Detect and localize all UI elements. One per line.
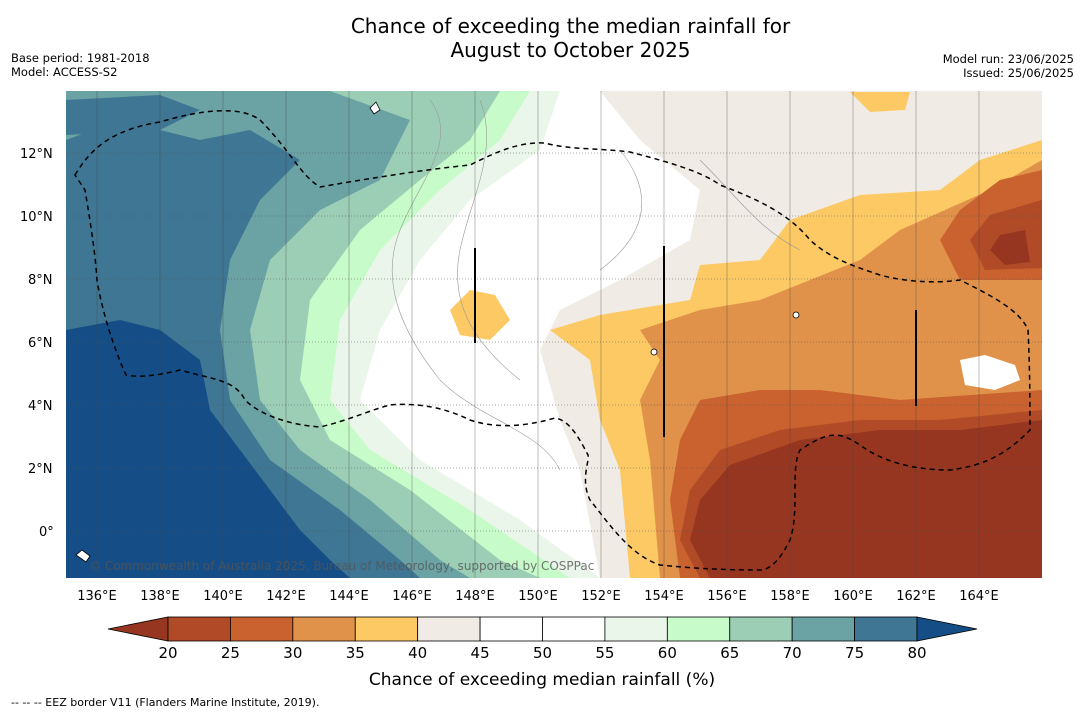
colorbar-segment: [167, 616, 231, 642]
islands: [75, 101, 800, 563]
patch-35-157E: [720, 345, 870, 390]
lon-label-136E: 136°E: [77, 589, 117, 604]
colorbar-tick-label: 20: [158, 644, 177, 662]
patch-40-159E: [850, 92, 910, 112]
lat-label-6N: 6°N: [28, 336, 53, 351]
lon-label-148E: 148°E: [455, 589, 495, 604]
colorbar-tick-label: 75: [845, 644, 864, 662]
lat-label-8N: 8°N: [28, 273, 53, 288]
colorbar-segment: [604, 616, 668, 642]
lon-label-162E: 162°E: [896, 589, 936, 604]
eez-border: [74, 109, 1031, 571]
lon-label-146E: 146°E: [392, 589, 432, 604]
lon-label-152E: 152°E: [581, 589, 621, 604]
band-80-patch: [66, 95, 200, 135]
title-line-2: August to October 2025: [450, 38, 691, 62]
lon-label-160E: 160°E: [833, 589, 873, 604]
colorbar-tick-label: 70: [783, 644, 802, 662]
lon-label-150E: 150°E: [518, 589, 558, 604]
colorbar-tick-label: 55: [595, 644, 614, 662]
lon-label-138E: 138°E: [140, 589, 180, 604]
lon-label-158E: 158°E: [770, 589, 810, 604]
latitude-labels: 12°N 10°N 8°N 6°N 4°N 2°N 0°: [20, 147, 54, 540]
lon-label-140E: 140°E: [203, 589, 243, 604]
colorbar-segment: [230, 616, 294, 642]
colorbar-extend-low: [107, 616, 169, 642]
colorbar-segment: [729, 616, 793, 642]
eez-legend-note: -- -- -- EEZ border V11 (Flanders Marine…: [11, 696, 320, 709]
meta-left: Base period: 1981-2018 Model: ACCESS-S2: [11, 51, 150, 79]
colorbar-tick-label: 30: [283, 644, 302, 662]
colorbar-tick-label: 35: [346, 644, 365, 662]
patch-40-148E: [450, 290, 510, 340]
lat-label-0: 0°: [39, 525, 54, 540]
colorbar-segment: [854, 616, 918, 642]
model-name: Model: ACCESS-S2: [11, 65, 118, 79]
lat-label-4N: 4°N: [28, 399, 53, 414]
colorbar-segment: [479, 616, 543, 642]
colorbar-title: Chance of exceeding median rainfall (%): [369, 670, 715, 690]
patch-white-163E: [960, 355, 1020, 390]
colorbar-tick-label: 80: [907, 644, 926, 662]
lat-label-12N: 12°N: [20, 147, 53, 162]
colorbar-segment: [791, 616, 855, 642]
base-period: Base period: 1981-2018: [11, 51, 150, 65]
lon-label-164E: 164°E: [959, 589, 999, 604]
lat-label-10N: 10°N: [20, 210, 53, 225]
band-20: [690, 230, 1042, 578]
lat-label-2N: 2°N: [28, 462, 53, 477]
colorbar-tick-label: 40: [408, 644, 427, 662]
meta-right: Model run: 23/06/2025 Issued: 25/06/2025: [943, 52, 1074, 80]
title-line-1: Chance of exceeding the median rainfall …: [350, 14, 791, 38]
contour-lines: [391, 99, 801, 471]
colorbar-extend-high: [916, 616, 978, 642]
colorbar-segment: [354, 616, 419, 642]
map-area: © Commonwealth of Australia 2025, Bureau…: [66, 91, 1042, 578]
lon-label-144E: 144°E: [329, 589, 369, 604]
colorbar-segment: [417, 616, 481, 642]
colorbar-segment: [542, 616, 606, 642]
model-run: Model run: 23/06/2025: [942, 52, 1074, 66]
colorbar-segment: [292, 616, 356, 642]
colorbar-segment: [666, 616, 731, 642]
colorbar-tick-label: 25: [221, 644, 240, 662]
colorbar-tick-label: 50: [533, 644, 552, 662]
colorbar-tick-label: 60: [658, 644, 677, 662]
band-above-80: [66, 320, 350, 578]
longitude-labels: 136°E 138°E 140°E 142°E 144°E 146°E 148°…: [77, 589, 999, 604]
colorbar: 20 25 30 35 40 45 50 55 60 65 70 75 80: [107, 616, 978, 662]
copyright-notice: © Commonwealth of Australia 2025, Bureau…: [89, 559, 594, 573]
colorbar-tick-label: 45: [471, 644, 490, 662]
colorbar-tick-label: 65: [720, 644, 739, 662]
graticule: [66, 152, 1042, 532]
issued-date: Issued: 25/06/2025: [963, 66, 1074, 80]
lon-label-156E: 156°E: [707, 589, 747, 604]
lon-label-154E: 154°E: [644, 589, 684, 604]
lon-label-142E: 142°E: [266, 589, 306, 604]
chart-title: Chance of exceeding the median rainfall …: [0, 14, 1085, 62]
